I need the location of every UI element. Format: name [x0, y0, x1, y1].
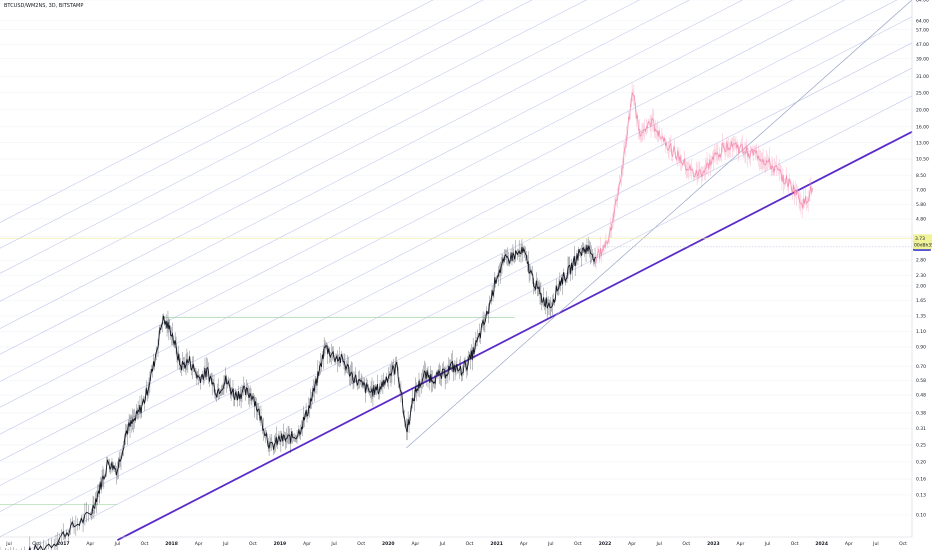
price-tick-label: 0.25: [916, 443, 926, 449]
time-tick-label: Jul: [547, 541, 553, 547]
chart-grid: [0, 0, 912, 516]
price-tick-label: 39.00: [916, 56, 929, 62]
price-lines: [0, 237, 912, 248]
time-axis[interactable]: Jul Oct 2017 Apr Jul Oct 2018 Apr Jul Oct 2019 Apr J…: [0, 536, 912, 547]
time-tick-label: Jul: [330, 541, 336, 547]
time-tick-label: 2020: [382, 541, 395, 547]
channel-line: [0, 0, 533, 274]
series-wicks: [0, 236, 596, 550]
time-tick-label: Jul: [222, 541, 228, 547]
price-tick-label: 13.00: [916, 140, 929, 146]
time-tick-label: Jul: [764, 541, 770, 547]
time-tick-label: Jul: [872, 541, 878, 547]
countdown-badge-price: 3.73: [915, 236, 925, 242]
price-tick-label: 1.35: [916, 314, 926, 320]
time-tick-label: 2017: [57, 541, 70, 547]
trendlines: [0, 0, 913, 541]
time-tick-label: Jul: [439, 541, 445, 547]
time-tick-label: 2022: [599, 541, 612, 547]
channel-line: [0, 0, 794, 408]
main-support-trendline[interactable]: [116, 130, 913, 541]
price-tick-label: 2.80: [916, 258, 926, 264]
price-axis[interactable]: 84.00 64.00 57.00 47.00 39.00 31.00 25.00 20.00…: [911, 0, 929, 537]
price-tick-label: 0.10: [916, 513, 926, 519]
time-tick-label: Jul: [5, 541, 11, 547]
price-tick-label: 47.00: [916, 42, 929, 48]
price-tick-label: 10.50: [916, 157, 929, 163]
time-tick-label: Oct: [466, 541, 474, 547]
time-tick-label: 2024: [815, 541, 828, 547]
trendline[interactable]: [406, 0, 913, 449]
time-tick-label: Jul: [114, 541, 120, 547]
price-tick-label: 0.58: [916, 378, 926, 384]
time-tick-label: Oct: [791, 541, 799, 547]
price-tick-label: 4.80: [916, 217, 926, 223]
time-tick-label: Apr: [845, 541, 853, 547]
time-tick-label: Apr: [628, 541, 636, 547]
price-tick-label: 64.00: [916, 18, 929, 24]
price-series-history[interactable]: [0, 244, 597, 550]
channel-line: [0, 0, 690, 355]
price-tick-label: 31.00: [916, 74, 929, 80]
symbol-title: BTCUSD/WM2NS, 3D, BITSTAMP: [4, 3, 84, 9]
time-tick-label: Apr: [737, 541, 745, 547]
channel-line: [0, 0, 640, 329]
time-tick-label: Oct: [32, 541, 40, 547]
time-tick-label: Apr: [303, 541, 311, 547]
time-tick-label: Apr: [86, 541, 94, 547]
price-tick-label: 1.10: [916, 329, 926, 335]
time-tick-label: Oct: [682, 541, 690, 547]
price-tick-label: 20.00: [916, 107, 929, 113]
price-tick-label: 8.50: [916, 173, 926, 179]
price-tick-label: 0.38: [916, 410, 926, 416]
channel-line: [0, 0, 434, 223]
time-tick-label: Apr: [411, 541, 419, 547]
time-tick-label: Oct: [357, 541, 365, 547]
time-tick-label: 2018: [165, 541, 178, 547]
channel-line: [0, 0, 898, 462]
time-tick-label: 2021: [490, 541, 503, 547]
time-tick-label: Jul: [655, 541, 661, 547]
price-tick-label: 5.80: [916, 202, 926, 208]
channel-line: [0, 16, 913, 486]
price-tick-label: 0.48: [916, 393, 926, 399]
price-tick-label: 0.70: [916, 364, 926, 370]
time-tick-label: Apr: [520, 541, 528, 547]
price-tick-label: 2.30: [916, 273, 926, 279]
channel-line: [27, 95, 913, 550]
price-tick-label: 0.20: [916, 460, 926, 466]
time-tick-label: 2019: [274, 541, 287, 547]
channel-line: [0, 0, 484, 249]
channel-line: [0, 42, 913, 512]
price-tick-label: 1.65: [916, 298, 926, 304]
time-tick-label: Apr: [195, 541, 203, 547]
countdown-badge-timer: 00d8h35: [914, 243, 932, 249]
trend-channel: [0, 0, 913, 550]
time-tick-label: Oct: [249, 541, 257, 547]
price-tick-label: 0.13: [916, 493, 926, 499]
price-tick-label: 25.00: [916, 90, 929, 96]
price-tick-label: 16.00: [916, 124, 929, 130]
price-tick-label: 2.00: [916, 283, 926, 289]
time-tick-label: 2023: [707, 541, 720, 547]
channel-line: [0, 67, 913, 538]
countdown-badge: [913, 234, 932, 250]
channel-line: [0, 0, 587, 302]
price-tick-label: 0.90: [916, 345, 926, 351]
channel-line: [0, 0, 846, 435]
price-series: [0, 82, 814, 550]
time-tick-label: Oct: [574, 541, 582, 547]
price-tick-label: 57.00: [916, 27, 929, 33]
price-series-projection[interactable]: [595, 92, 814, 264]
time-tick-label: Oct: [899, 541, 907, 547]
channel-line: [0, 0, 744, 382]
price-tick-label: 0.16: [916, 477, 926, 483]
price-tick-label: 0.31: [916, 426, 926, 432]
price-tick-label: 84.00: [916, 0, 929, 4]
price-tick-label: 7.00: [916, 188, 926, 194]
price-badges: 1.33 3.73 00d8h35: [913, 234, 932, 251]
time-tick-label: Oct: [141, 541, 149, 547]
